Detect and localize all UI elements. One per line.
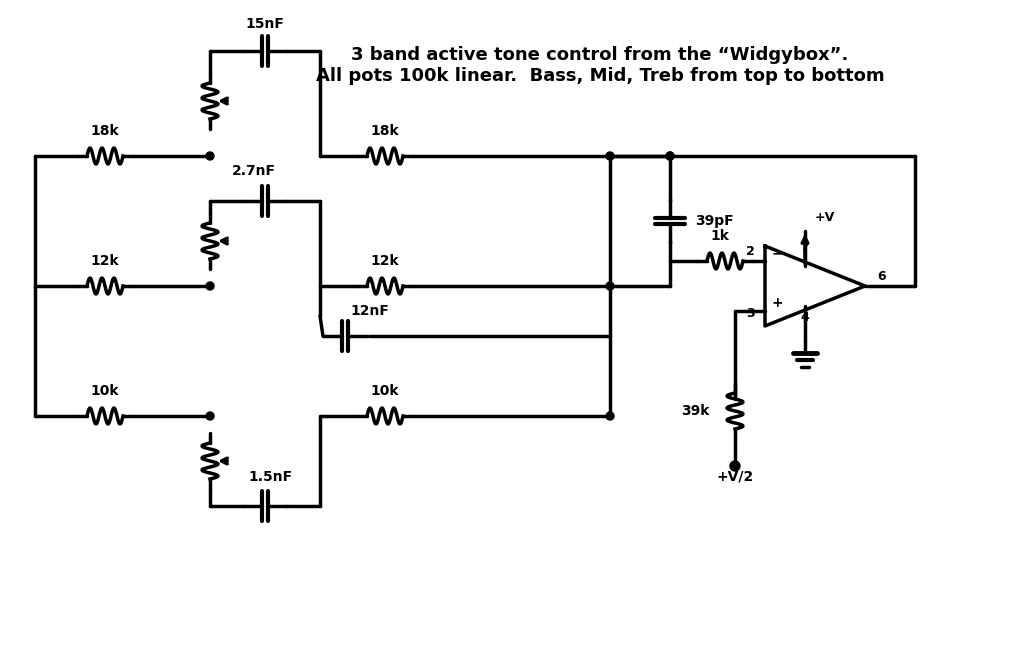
Text: 7: 7: [801, 241, 809, 254]
Text: 2.7nF: 2.7nF: [232, 164, 276, 178]
Circle shape: [666, 152, 674, 160]
Text: 15nF: 15nF: [246, 17, 284, 31]
Text: 39k: 39k: [682, 404, 710, 418]
Text: 3 band active tone control from the “Widgybox”.
All pots 100k linear.  Bass, Mid: 3 band active tone control from the “Wid…: [316, 46, 884, 85]
Text: 6: 6: [877, 270, 886, 283]
Text: 12nF: 12nF: [350, 304, 390, 318]
Circle shape: [606, 412, 614, 420]
Circle shape: [206, 412, 214, 420]
Text: −: −: [771, 246, 783, 260]
Text: 2: 2: [746, 245, 755, 258]
Circle shape: [206, 152, 214, 160]
Text: 1.5nF: 1.5nF: [248, 470, 292, 484]
Text: 3: 3: [746, 307, 755, 320]
Text: +V/2: +V/2: [717, 470, 753, 484]
Text: 12k: 12k: [90, 254, 120, 268]
Text: 39pF: 39pF: [695, 214, 734, 228]
Text: +V: +V: [815, 211, 835, 224]
Circle shape: [606, 282, 614, 290]
Text: 10k: 10k: [370, 384, 399, 398]
Text: 18k: 18k: [370, 124, 399, 138]
Text: 1k: 1k: [710, 229, 730, 243]
Circle shape: [666, 152, 674, 160]
Text: +: +: [771, 296, 783, 310]
Circle shape: [730, 461, 740, 471]
Circle shape: [606, 152, 614, 160]
Text: 12k: 12k: [370, 254, 399, 268]
Text: 18k: 18k: [90, 124, 120, 138]
Text: 4: 4: [801, 311, 809, 324]
Text: 10k: 10k: [90, 384, 119, 398]
Circle shape: [206, 282, 214, 290]
